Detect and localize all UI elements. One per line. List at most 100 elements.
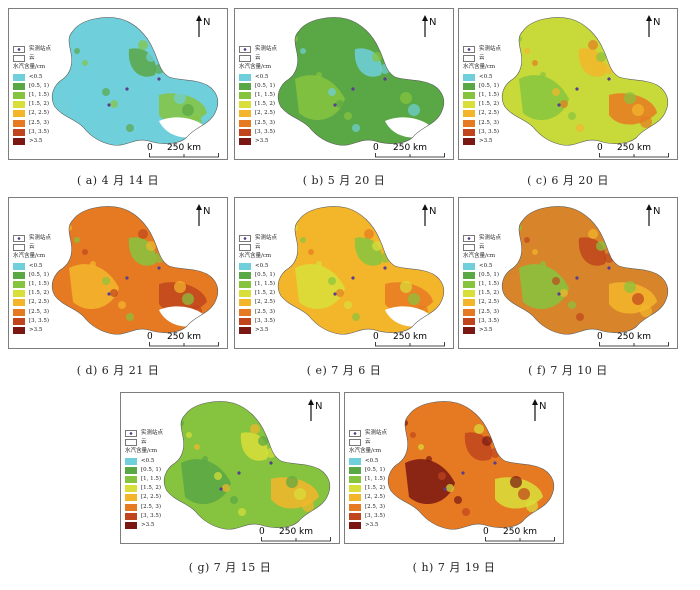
legend-cloud-label: 云	[29, 244, 35, 251]
north-arrow-icon	[196, 204, 202, 226]
legend-class-row: [1.5, 2)	[125, 484, 163, 493]
scale-bar: 0 250 km	[477, 527, 563, 543]
site-marker	[383, 77, 387, 81]
site-marker	[157, 266, 161, 270]
legend-class-row: [1.5, 2)	[239, 100, 277, 109]
legend-class-row: [2, 2.5)	[125, 493, 163, 502]
north-arrow-icon	[196, 15, 202, 37]
scale-zero-label: 0	[373, 332, 379, 342]
legend-class-label: [1.5, 2)	[29, 290, 50, 297]
scale-line	[375, 153, 445, 158]
legend-swatch	[463, 317, 475, 325]
legend-class-label: [2, 2.5)	[479, 299, 500, 306]
legend-swatch	[13, 290, 25, 298]
legend-swatch	[463, 73, 475, 81]
legend-class-row: [2.5, 3)	[239, 119, 277, 128]
scale-distance-label: 250 km	[279, 527, 314, 537]
legend-site-label: 实测站点	[29, 235, 52, 241]
legend-class-label: [0.5, 1)	[141, 466, 162, 473]
north-arrow: N	[195, 15, 217, 37]
legend-class-row: >3.5	[463, 326, 501, 335]
scale-line	[149, 153, 219, 158]
legend-cloud-row: 云	[13, 54, 51, 63]
legend-class-row: [3, 3.5)	[349, 512, 387, 521]
legend-site-row: 实测站点	[125, 429, 163, 438]
legend-class-row: >3.5	[463, 137, 501, 146]
legend-swatch	[13, 119, 25, 127]
legend-swatch	[463, 110, 475, 118]
scale-line	[485, 537, 555, 542]
cloud-swatch	[239, 244, 251, 252]
vapor-map	[277, 206, 445, 335]
site-swatch	[239, 235, 251, 243]
legend-class-row: [1, 1.5)	[239, 91, 277, 100]
legend-class-row: [0.5, 1)	[13, 271, 51, 280]
legend-swatch	[463, 82, 475, 90]
site-swatch	[13, 46, 25, 54]
legend-swatch	[349, 521, 361, 529]
panel-caption: ( b) 5 月 20 日	[302, 174, 386, 187]
site-marker	[351, 87, 355, 91]
legend-class-label: [2.5, 3)	[365, 503, 386, 510]
legend-class-row: [1.5, 2)	[349, 484, 387, 493]
legend-title: 水汽含量/cm	[463, 253, 496, 260]
site-swatch	[125, 430, 137, 438]
legend-swatch	[463, 290, 475, 298]
legend-cloud-row: 云	[349, 438, 387, 447]
site-marker	[575, 276, 579, 280]
scale-distance-label: 250 km	[393, 332, 428, 342]
legend-class-label: [3, 3.5)	[479, 128, 500, 135]
legend-swatch	[239, 299, 251, 307]
legend-class-label: [3, 3.5)	[479, 317, 500, 324]
legend-class-row: [0.5, 1)	[13, 82, 51, 91]
legend-swatch	[125, 457, 137, 465]
legend-site-label: 实测站点	[479, 235, 502, 241]
scale-bar: 0 250 km	[367, 332, 453, 348]
legend-swatch	[463, 281, 475, 289]
legend-site-label: 实测站点	[141, 430, 164, 436]
legend-swatch	[463, 299, 475, 307]
legend-swatch	[239, 281, 251, 289]
legend-site-row: 实测站点	[239, 234, 277, 243]
north-arrow-icon	[646, 15, 652, 37]
vapor-map	[277, 17, 445, 146]
legend-class-label: [1, 1.5)	[365, 475, 386, 482]
legend-class-row: [1, 1.5)	[13, 280, 51, 289]
scale-zero-label: 0	[597, 143, 603, 153]
legend-swatch	[125, 466, 137, 474]
legend-class-row: [2, 2.5)	[463, 298, 501, 307]
legend-swatch	[349, 494, 361, 502]
site-marker	[383, 266, 387, 270]
legend-swatch	[349, 512, 361, 520]
legend-swatch	[239, 82, 251, 90]
legend-class-row: [3, 3.5)	[239, 128, 277, 137]
legend-class-row: [3, 3.5)	[463, 128, 501, 137]
legend-class-row: [2.5, 3)	[239, 308, 277, 317]
cloud-swatch	[13, 244, 25, 252]
legend-swatch	[13, 271, 25, 279]
legend-swatch	[463, 92, 475, 100]
legend-cloud-row: 云	[239, 243, 277, 252]
legend-cloud-row: 云	[239, 54, 277, 63]
legend-class-label: [2, 2.5)	[365, 494, 386, 501]
legend-class-label: [3, 3.5)	[141, 512, 162, 519]
scale-distance-label: 250 km	[617, 143, 652, 153]
scale-line	[261, 537, 331, 542]
legend-swatch	[239, 137, 251, 145]
map-panel: 实测站点云水汽含量/cm <0.5 [0.5, 1) [1, 1.5) [1.5, 2)…	[8, 197, 228, 349]
cloud-swatch	[13, 55, 25, 63]
legend: 实测站点云水汽含量/cm <0.5 [0.5, 1) [1, 1.5) [1.5, 2)…	[463, 234, 501, 335]
legend-class-label: [3, 3.5)	[255, 317, 276, 324]
vapor-map	[163, 401, 331, 530]
legend-class-row: [2.5, 3)	[125, 503, 163, 512]
legend: 实测站点云水汽含量/cm <0.5 [0.5, 1) [1, 1.5) [1.5, 2)…	[239, 234, 277, 335]
legend-site-label: 实测站点	[479, 46, 502, 52]
legend-class-row: >3.5	[349, 521, 387, 530]
legend-class-row: [1, 1.5)	[125, 475, 163, 484]
legend-class-row: [0.5, 1)	[239, 271, 277, 280]
north-arrow: N	[307, 399, 329, 421]
legend-swatch	[125, 476, 137, 484]
legend-class-row: [2.5, 3)	[463, 119, 501, 128]
legend-class-label: [0.5, 1)	[255, 271, 276, 278]
site-marker	[557, 292, 561, 296]
